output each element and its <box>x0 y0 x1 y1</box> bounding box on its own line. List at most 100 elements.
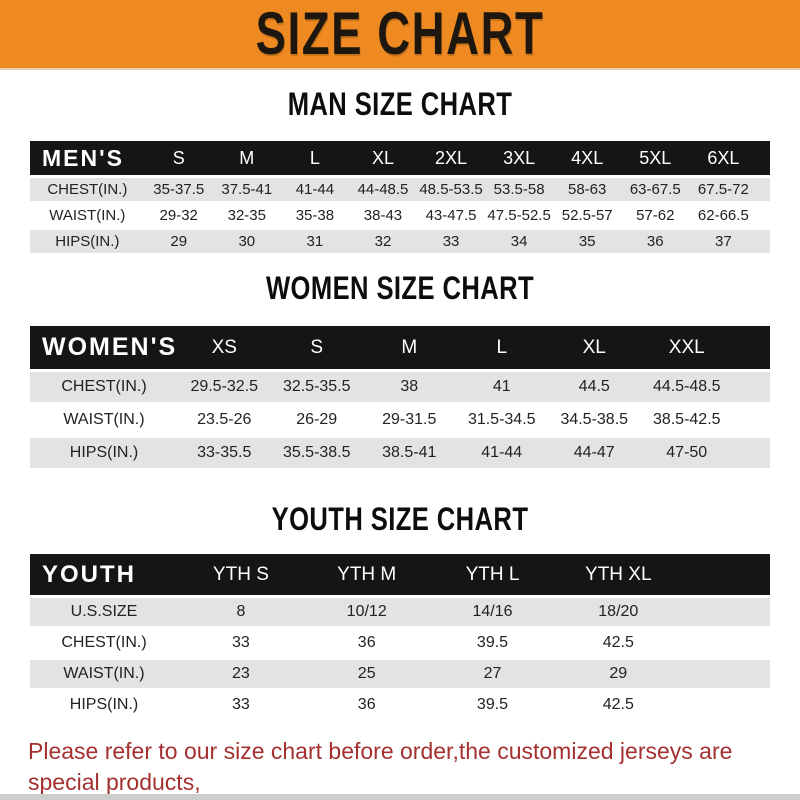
size-cell: 32.5-35.5 <box>270 372 363 402</box>
women-header-row: WOMEN'S XS S M L XL XXL <box>30 326 770 369</box>
spacer-cell <box>733 405 770 435</box>
spacer-cell <box>757 204 770 227</box>
size-cell: 29 <box>555 660 682 688</box>
women-size-table: WOMEN'S XS S M L XL XXL CHEST(IN.) 29.5-… <box>30 323 770 471</box>
size-cell: 23.5-26 <box>178 405 271 435</box>
youth-col-l: YTH L <box>429 554 556 595</box>
size-cell: 18/20 <box>555 598 682 626</box>
size-cell: 57-62 <box>621 204 690 227</box>
size-cell: 32-35 <box>212 204 281 227</box>
size-cell: 14/16 <box>429 598 556 626</box>
size-cell: 58-63 <box>553 178 622 201</box>
size-cell: 53.5-58 <box>485 178 554 201</box>
size-cell: 31 <box>280 230 349 253</box>
size-cell: 33-35.5 <box>178 438 271 468</box>
women-table-label: WOMEN'S <box>30 326 178 369</box>
size-cell: 41-44 <box>455 438 548 468</box>
size-cell: 29 <box>144 230 213 253</box>
size-cell: 67.5-72 <box>689 178 758 201</box>
size-cell: 25 <box>303 660 430 688</box>
youth-chest-row: CHEST(IN.) 33 36 39.5 42.5 <box>30 629 770 657</box>
size-cell: 37 <box>689 230 758 253</box>
size-cell: 47-50 <box>640 438 733 468</box>
men-header-row: MEN'S S M L XL 2XL 3XL 4XL 5XL 6XL <box>30 141 770 175</box>
size-cell: 35-37.5 <box>144 178 213 201</box>
row-label: CHEST(IN.) <box>30 178 145 201</box>
spacer-cell <box>733 438 770 468</box>
size-cell: 41-44 <box>280 178 349 201</box>
youth-section-heading: YOUTH SIZE CHART <box>271 501 529 537</box>
size-cell: 62-66.5 <box>689 204 758 227</box>
youth-col-m: YTH M <box>303 554 430 595</box>
row-label: CHEST(IN.) <box>30 629 178 657</box>
row-label: HIPS(IN.) <box>30 438 178 468</box>
women-col-l: L <box>455 326 548 369</box>
men-section: MAN SIZE CHART MEN'S S M L XL 2XL 3XL 4X <box>0 70 800 256</box>
size-cell: 34.5-38.5 <box>548 405 641 435</box>
row-label: HIPS(IN.) <box>30 230 145 253</box>
page-title: SIZE CHART <box>255 0 545 67</box>
men-col-5xl: 5XL <box>621 141 690 175</box>
size-cell: 8 <box>178 598 304 626</box>
spacer-cell <box>757 230 770 253</box>
size-cell: 41 <box>455 372 548 402</box>
men-size-table: MEN'S S M L XL 2XL 3XL 4XL 5XL 6XL CHEST… <box>30 138 770 256</box>
spacer-cell <box>757 141 770 175</box>
size-cell: 42.5 <box>555 629 682 657</box>
size-cell: 43-47.5 <box>417 204 486 227</box>
youth-section: YOUTH SIZE CHART YOUTH YTH S YTH M YTH L… <box>0 471 800 722</box>
size-cell: 47.5-52.5 <box>485 204 554 227</box>
size-cell: 44-48.5 <box>348 178 417 201</box>
women-col-xs: XS <box>178 326 271 369</box>
size-cell: 23 <box>178 660 304 688</box>
size-cell: 38.5-42.5 <box>640 405 733 435</box>
men-col-s: S <box>144 141 213 175</box>
size-cell: 39.5 <box>429 691 556 719</box>
men-col-2xl: 2XL <box>417 141 486 175</box>
spacer-cell <box>733 372 770 402</box>
women-section-heading: WOMEN SIZE CHART <box>265 270 535 306</box>
size-cell: 38 <box>363 372 456 402</box>
size-cell: 38.5-41 <box>363 438 456 468</box>
men-col-l: L <box>280 141 349 175</box>
size-cell: 32 <box>348 230 417 253</box>
women-col-xl: XL <box>548 326 641 369</box>
youth-header-row: YOUTH YTH S YTH M YTH L YTH XL <box>30 554 770 595</box>
men-waist-row: WAIST(IN.) 29-32 32-35 35-38 38-43 43-47… <box>30 204 770 227</box>
bottom-strip <box>0 794 800 800</box>
women-section: WOMEN SIZE CHART WOMEN'S XS S M L XL XXL <box>0 256 800 471</box>
women-chest-row: CHEST(IN.) 29.5-32.5 32.5-35.5 38 41 44.… <box>30 372 770 402</box>
disclaimer-line-1: Please refer to our size chart before or… <box>28 738 733 795</box>
youth-table-label: YOUTH <box>30 554 178 595</box>
row-label: U.S.SIZE <box>30 598 178 626</box>
size-cell: 36 <box>303 691 430 719</box>
youth-waist-row: WAIST(IN.) 23 25 27 29 <box>30 660 770 688</box>
size-cell: 33 <box>178 629 304 657</box>
size-cell: 36 <box>303 629 430 657</box>
women-waist-row: WAIST(IN.) 23.5-26 26-29 29-31.5 31.5-34… <box>30 405 770 435</box>
disclaimer: Please refer to our size chart before or… <box>28 736 772 800</box>
men-section-heading: MAN SIZE CHART <box>287 86 513 122</box>
row-label: WAIST(IN.) <box>30 204 145 227</box>
size-cell: 42.5 <box>555 691 682 719</box>
women-col-s: S <box>270 326 363 369</box>
size-cell: 44-47 <box>548 438 641 468</box>
youth-col-xl: YTH XL <box>555 554 682 595</box>
men-hips-row: HIPS(IN.) 29 30 31 32 33 34 35 36 37 <box>30 230 770 253</box>
women-hips-row: HIPS(IN.) 33-35.5 35.5-38.5 38.5-41 41-4… <box>30 438 770 468</box>
banner: SIZE CHART <box>0 0 800 70</box>
spacer-cell <box>757 178 770 201</box>
spacer-cell <box>733 326 770 369</box>
row-label: WAIST(IN.) <box>30 660 178 688</box>
size-cell: 26-29 <box>270 405 363 435</box>
men-col-xl: XL <box>348 141 417 175</box>
size-cell: 39.5 <box>429 629 556 657</box>
women-col-m: M <box>363 326 456 369</box>
spacer-cell <box>681 598 770 626</box>
men-table-label: MEN'S <box>30 141 145 175</box>
size-cell: 35 <box>553 230 622 253</box>
size-cell: 33 <box>417 230 486 253</box>
size-cell: 29.5-32.5 <box>178 372 271 402</box>
spacer-cell <box>681 629 770 657</box>
